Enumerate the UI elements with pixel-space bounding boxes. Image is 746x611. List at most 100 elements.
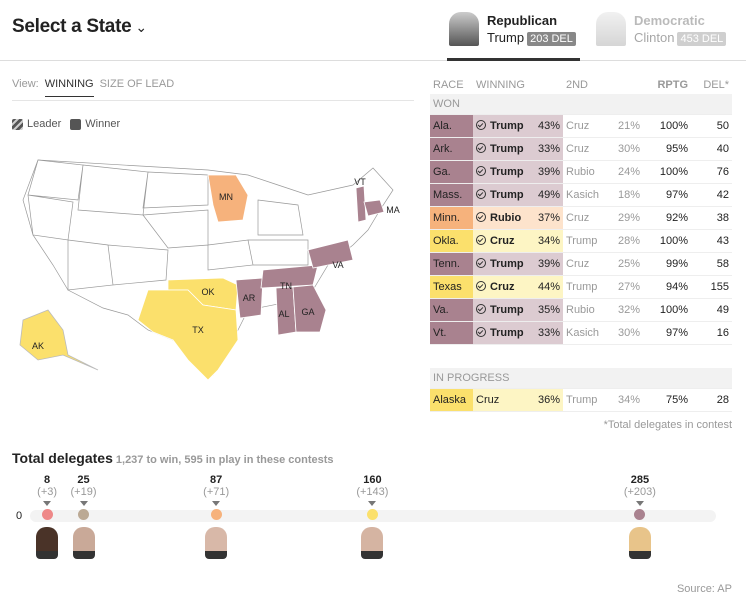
table-row[interactable]: Ala. Trump 43% Cruz 21% 100% 50	[430, 114, 732, 138]
state-tx[interactable]	[137, 289, 239, 381]
winner-pct: 33%	[537, 326, 560, 339]
race-name: Mass.	[430, 183, 473, 207]
second-pct: 18%	[613, 183, 643, 207]
race-name: Va.	[430, 298, 473, 322]
table-row[interactable]: Ark. Trump 33% Cruz 30% 95% 40	[430, 137, 732, 161]
race-name: Vt.	[430, 321, 473, 345]
reporting: 92%	[643, 206, 691, 230]
race-name: Ala.	[430, 114, 473, 138]
reporting: 100%	[643, 114, 691, 138]
triangle-down-icon	[43, 501, 52, 506]
delegate-gain: (+19)	[70, 486, 97, 498]
second-pct: 28%	[613, 229, 643, 253]
reporting: 97%	[643, 183, 691, 207]
candidate-photo	[72, 527, 95, 559]
delegates: 58	[691, 252, 732, 276]
delegates: 43	[691, 229, 732, 253]
state-ak[interactable]	[19, 309, 99, 371]
delegate-total: 25	[77, 474, 90, 486]
tab-democratic[interactable]: Democratic Clinton 453 DEL	[596, 12, 727, 46]
check-circle-icon	[476, 119, 486, 130]
winner-pct: 43%	[537, 119, 560, 132]
winner-name: Trump	[490, 188, 524, 201]
winner-name: Rubio	[490, 211, 522, 224]
section-header: WON	[430, 94, 732, 115]
delegate-dot	[210, 509, 222, 520]
view-winning[interactable]: WINNING	[44, 78, 94, 97]
check-circle-icon	[476, 211, 486, 222]
second-name: Trump	[563, 229, 613, 253]
delegate-dot	[634, 509, 646, 520]
divider	[0, 60, 746, 61]
state-selector[interactable]: Select a State ⌄	[12, 16, 147, 38]
second-pct: 32%	[613, 298, 643, 322]
view-size-of-lead[interactable]: SIZE OF LEAD	[99, 78, 175, 90]
section-header: IN PROGRESS	[430, 368, 732, 389]
winner-name: Trump	[490, 303, 524, 316]
tab-republican[interactable]: Republican Trump 203 DEL	[449, 12, 576, 46]
delegate-dot	[41, 509, 53, 520]
col-2nd: 2ND	[566, 79, 589, 91]
check-circle-icon	[476, 280, 486, 291]
second-pct: 34%	[613, 388, 643, 412]
state-ma[interactable]	[363, 199, 385, 217]
delegates-subtitle: 1,237 to win, 595 in play in these conte…	[115, 454, 334, 466]
reporting: 97%	[643, 321, 691, 345]
reporting: 100%	[643, 229, 691, 253]
party-name: Republican	[487, 12, 558, 28]
state-borders	[27, 159, 309, 291]
label-al: AL	[278, 309, 289, 319]
candidate-marker-rubio[interactable]: 87 (+71)	[191, 474, 241, 559]
reporting: 100%	[643, 298, 691, 322]
reporting: 94%	[643, 275, 691, 299]
check-circle-icon	[476, 326, 486, 337]
race-name: Ark.	[430, 137, 473, 161]
race-name: Ga.	[430, 160, 473, 184]
table-row[interactable]: Okla. Cruz 34% Trump 28% 100% 43	[430, 229, 732, 253]
state-mn[interactable]	[207, 174, 249, 223]
second-pct: 21%	[613, 114, 643, 138]
state-vt[interactable]	[355, 185, 367, 223]
second-name: Cruz	[563, 114, 613, 138]
winner-name: Trump	[490, 165, 524, 178]
table-row[interactable]: Va. Trump 35% Rubio 32% 100% 49	[430, 298, 732, 322]
divider	[12, 100, 414, 101]
source: Source: AP	[676, 583, 732, 595]
triangle-down-icon	[79, 501, 88, 506]
check-circle-icon	[476, 257, 486, 268]
delegate-badge: 453 DEL	[677, 31, 727, 46]
map-legend: Leader Winner	[12, 118, 120, 130]
state-ar[interactable]	[235, 277, 264, 319]
winner-pct: 44%	[537, 280, 560, 293]
table-row[interactable]: Ga. Trump 39% Rubio 24% 100% 76	[430, 160, 732, 184]
us-map[interactable]: MN VT MA OK AR TN VA TX AL GA AK	[8, 140, 413, 390]
table-row[interactable]: Vt. Trump 33% Kasich 30% 97% 16	[430, 321, 732, 345]
candidate-marker-carson[interactable]: 8 (+3)	[22, 474, 72, 559]
second-pct: 27%	[613, 275, 643, 299]
race-name: Okla.	[430, 229, 473, 253]
state-va[interactable]	[307, 239, 354, 269]
race-name: Texas	[430, 275, 473, 299]
check-circle-icon	[476, 303, 486, 314]
delegate-gain: (+71)	[203, 486, 230, 498]
check-circle-icon	[476, 142, 486, 153]
delegate-gain: (+203)	[623, 486, 656, 498]
candidate-marker-kasich[interactable]: 25 (+19)	[59, 474, 109, 559]
candidate-photo	[205, 527, 228, 559]
table-row[interactable]: Tenn. Trump 39% Cruz 25% 99% 58	[430, 252, 732, 276]
state-ga[interactable]	[292, 284, 327, 333]
winner-pct: 34%	[537, 234, 560, 247]
legend-winner: Winner	[85, 118, 121, 130]
candidate-marker-trump[interactable]: 285 (+203)	[615, 474, 665, 559]
delegate-dot	[366, 509, 378, 520]
table-row[interactable]: Texas Cruz 44% Trump 27% 94% 155	[430, 275, 732, 299]
table-row[interactable]: Minn. Rubio 37% Cruz 29% 92% 38	[430, 206, 732, 230]
delegates: 50	[691, 114, 732, 138]
candidate-photo	[628, 527, 651, 559]
winner-name: Cruz	[490, 280, 515, 293]
table-row[interactable]: Mass. Trump 49% Kasich 18% 97% 42	[430, 183, 732, 207]
table-row[interactable]: Alaska Cruz 36% Trump 34% 75% 28	[430, 388, 732, 412]
candidate-marker-cruz[interactable]: 160 (+143)	[347, 474, 397, 559]
delegate-badge: 203 DEL	[527, 31, 576, 46]
winner-name: Trump	[490, 142, 524, 155]
